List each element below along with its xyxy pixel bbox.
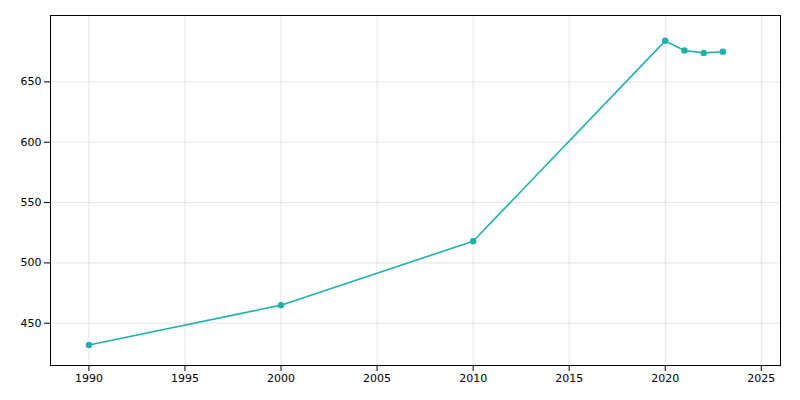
svg-text:1995: 1995 [171,372,199,385]
svg-text:600: 600 [21,136,42,149]
svg-text:2020: 2020 [651,372,679,385]
svg-text:2005: 2005 [363,372,391,385]
svg-text:1990: 1990 [75,372,103,385]
svg-text:450: 450 [21,317,42,330]
svg-text:500: 500 [21,256,42,269]
svg-text:2000: 2000 [267,372,295,385]
svg-text:2025: 2025 [747,372,775,385]
svg-text:650: 650 [21,75,42,88]
svg-text:2010: 2010 [459,372,487,385]
svg-text:550: 550 [21,196,42,209]
svg-text:2015: 2015 [555,372,583,385]
